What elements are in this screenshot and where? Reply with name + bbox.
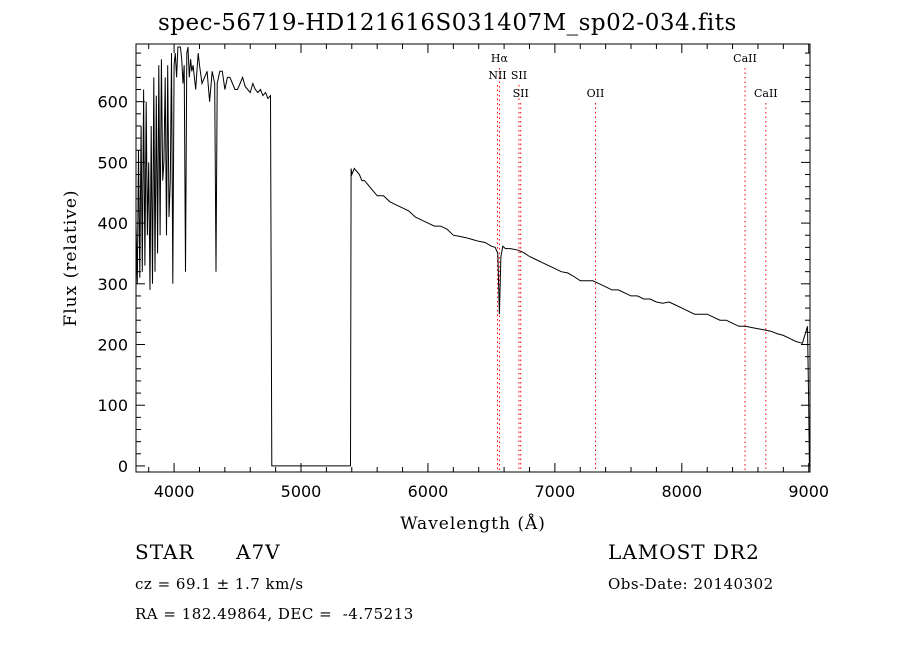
x-tick-label: 6000 xyxy=(408,482,449,501)
line-marker-label: OII xyxy=(587,87,605,100)
y-tick-label: 100 xyxy=(97,396,128,415)
observation-date: Obs-Date: 20140302 xyxy=(608,575,774,593)
line-marker-label: CaII xyxy=(733,52,757,65)
line-marker-label: CaII xyxy=(754,87,778,100)
redshift-velocity: cz = 69.1 ± 1.7 km/s xyxy=(135,575,304,593)
line-marker-label: Hα xyxy=(491,52,509,65)
plot-frame xyxy=(135,43,811,473)
y-tick-label: 300 xyxy=(97,275,128,294)
line-marker-label: SII xyxy=(513,87,529,100)
object-type: STAR xyxy=(135,540,195,564)
x-tick-label: 7000 xyxy=(535,482,576,501)
x-tick-label: 4000 xyxy=(154,482,195,501)
x-tick-label: 5000 xyxy=(281,482,322,501)
y-tick-label: 400 xyxy=(97,214,128,233)
x-tick-label: 9000 xyxy=(788,482,829,501)
survey-label: LAMOST DR2 xyxy=(608,540,760,564)
x-axis-label: Wavelength (Å) xyxy=(400,513,546,534)
y-tick-label: 0 xyxy=(118,457,128,476)
spectrum-line xyxy=(135,46,810,467)
y-tick-label: 200 xyxy=(97,336,128,355)
y-tick-label: 600 xyxy=(97,93,128,112)
coordinates: RA = 182.49864, DEC = -4.75213 xyxy=(135,605,414,623)
x-tick-label: 8000 xyxy=(661,482,702,501)
line-marker-label: NII xyxy=(488,69,506,82)
y-axis-label: Flux (relative) xyxy=(61,189,81,326)
spectral-subclass: A7V xyxy=(236,540,281,564)
chart-title: spec-56719-HD121616S031407M_sp02-034.fit… xyxy=(158,10,737,36)
y-tick-label: 500 xyxy=(97,153,128,172)
line-marker-label: SII xyxy=(511,69,527,82)
